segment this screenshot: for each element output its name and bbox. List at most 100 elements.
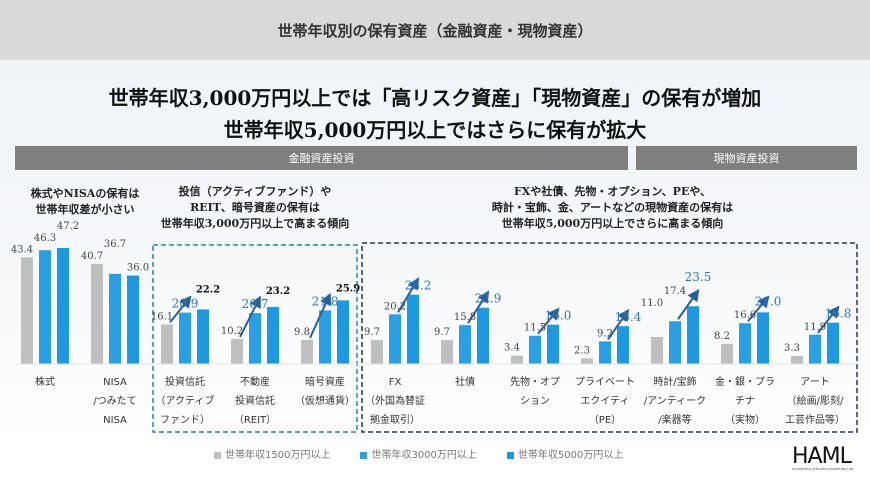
trend-arrow xyxy=(607,308,630,340)
category-label: エクイティ xyxy=(580,395,629,407)
data-label: 2.3 xyxy=(574,345,590,356)
section-financial: 金融資産投資 xyxy=(15,146,628,170)
category-label: 暗号資産 xyxy=(305,375,345,388)
bar xyxy=(617,326,629,364)
subhead-right: FXや社債、先物・オプション、PEや、 時計・宝飾、金、アートなどの現物資産の保… xyxy=(440,184,785,232)
category-label: ファンド） xyxy=(160,414,210,426)
trend-arrow xyxy=(309,292,332,339)
bar xyxy=(319,310,331,364)
bar xyxy=(827,322,839,364)
category-label: （REIT） xyxy=(234,414,276,426)
logo-tagline: HOUSEHOLD AFFLUENT MARKETING LAB xyxy=(792,467,853,471)
category-label: NISA xyxy=(103,377,127,388)
category-label: （絵画/彫刻/ xyxy=(787,394,844,407)
legend-label: 世帯年収3000万円以上 xyxy=(371,450,477,461)
data-label: 3.3 xyxy=(784,343,800,354)
category-label: NISA xyxy=(103,415,127,426)
category-label: （実物） xyxy=(725,413,765,426)
legend-item: 世帯年収3000万円以上 xyxy=(360,446,477,461)
bar xyxy=(91,263,103,364)
data-label: 16.0 xyxy=(545,309,572,323)
data-label: 15.4 xyxy=(615,310,642,324)
subhead-left-line: 株式やNISAの保有は xyxy=(30,187,140,200)
bar xyxy=(547,324,559,364)
bar xyxy=(477,307,489,364)
data-label: 10.2 xyxy=(221,326,243,337)
data-label: 9.7 xyxy=(364,327,380,338)
category-label: /アンティーク xyxy=(644,395,706,407)
data-label: 16.8 xyxy=(825,307,852,321)
category-label: /つみたて xyxy=(93,395,136,407)
data-label: 22.2 xyxy=(196,284,220,295)
bar xyxy=(441,340,453,364)
legend-label: 世帯年収1500万円以上 xyxy=(225,450,331,461)
category-label: 不動産 xyxy=(240,375,270,388)
category-label: 金・銀・プラ xyxy=(715,375,775,388)
subhead-right-line: 世帯年収5,000万円以上でさらに高まる傾向 xyxy=(501,217,724,230)
data-label: 21.0 xyxy=(755,294,782,308)
bar xyxy=(39,250,51,364)
bar xyxy=(791,355,803,364)
category-label: 投資信託 xyxy=(165,375,205,388)
data-label: 8.2 xyxy=(714,331,730,342)
bar xyxy=(267,306,279,364)
data-label: 22.9 xyxy=(475,292,502,306)
subhead-middle-line: 投信（アクティブファンド）や xyxy=(178,185,332,198)
trend-arrow xyxy=(817,305,840,334)
data-label: 20.2 xyxy=(384,301,406,312)
data-label: 20.7 xyxy=(242,297,269,311)
page-header: 世帯年収別の保有資産（金融資産・現物資産） xyxy=(0,0,870,60)
bar xyxy=(407,294,419,364)
category-label: アート xyxy=(800,377,829,388)
data-label: 36.7 xyxy=(104,239,126,250)
category-label: （仮想通貨） xyxy=(295,394,355,407)
data-label: 47.2 xyxy=(57,221,79,232)
category-label: 工芸作品等） xyxy=(785,413,845,426)
data-label: 46.3 xyxy=(34,233,56,244)
bar xyxy=(599,341,611,364)
category-label: （PE） xyxy=(589,414,621,426)
data-label: 16.1 xyxy=(151,311,173,322)
trend-arrow xyxy=(677,288,700,320)
subhead-left-line: 世帯年収差が小さい xyxy=(35,203,135,216)
legend: 世帯年収1500万円以上 世帯年収3000万円以上 世帯年収5000万円以上 xyxy=(214,446,623,461)
data-label: 25.9 xyxy=(336,283,360,294)
subhead-middle: 投信（アクティブファンド）や REIT、暗号資産の保有は 世帯年収3,000万円… xyxy=(140,184,370,232)
trend-arrow xyxy=(169,295,192,324)
data-label: 23.5 xyxy=(685,270,712,284)
bar xyxy=(511,355,523,364)
bar xyxy=(721,343,733,364)
logo-text: HAML xyxy=(792,444,852,469)
category-label: FX xyxy=(389,377,402,388)
subhead-right-line: FXや社債、先物・オプション、PEや、 xyxy=(513,185,711,198)
bar xyxy=(249,313,261,364)
bar xyxy=(809,334,821,364)
category-label: プライベート xyxy=(575,376,635,388)
subhead-right-line: 時計・宝飾、金、アートなどの現物資産の保有は xyxy=(491,201,734,214)
trend-arrow xyxy=(467,290,490,324)
dashed-box-middle xyxy=(152,244,358,433)
bar xyxy=(337,300,349,364)
data-label: 3.4 xyxy=(504,343,520,354)
bar xyxy=(231,338,243,364)
data-label: 11.5 xyxy=(524,323,546,334)
category-label: 時計/宝飾 xyxy=(653,375,696,388)
category-label: ション xyxy=(520,396,550,407)
section-physical: 現物資産投資 xyxy=(636,146,857,170)
dashed-box-right xyxy=(361,242,858,433)
data-label: 11.0 xyxy=(641,298,663,309)
header-title: 世帯年収別の保有資産（金融資産・現物資産） xyxy=(277,21,593,40)
bar xyxy=(669,321,681,364)
bar xyxy=(739,323,751,364)
data-label: 20.9 xyxy=(172,297,199,311)
trend-arrow xyxy=(747,295,770,322)
data-label: 36.0 xyxy=(127,263,149,274)
data-label: 40.7 xyxy=(81,251,103,262)
bar xyxy=(57,248,69,364)
data-label: 16.6 xyxy=(734,310,756,321)
legend-item: 世帯年収5000万円以上 xyxy=(506,446,623,461)
subhead-middle-line: REIT、暗号資産の保有は xyxy=(190,201,320,214)
bar xyxy=(127,275,139,364)
category-label: （アクティブ xyxy=(156,394,215,407)
